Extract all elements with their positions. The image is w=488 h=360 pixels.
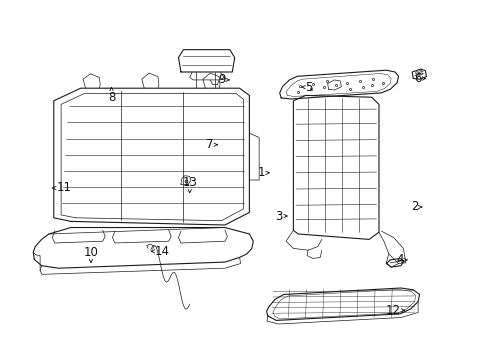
Text: 6: 6 [414,72,421,85]
Text: 4: 4 [395,253,403,266]
Text: 8: 8 [107,91,115,104]
Text: 5: 5 [305,81,312,94]
Text: 12: 12 [385,304,400,317]
Text: 13: 13 [182,176,197,189]
Text: 11: 11 [56,181,71,194]
Text: 2: 2 [410,201,418,213]
Text: 3: 3 [275,210,282,222]
Text: 10: 10 [83,246,98,259]
Text: 1: 1 [258,166,265,179]
Text: 14: 14 [155,245,170,258]
Text: 9: 9 [218,73,225,86]
Text: 7: 7 [206,138,213,151]
